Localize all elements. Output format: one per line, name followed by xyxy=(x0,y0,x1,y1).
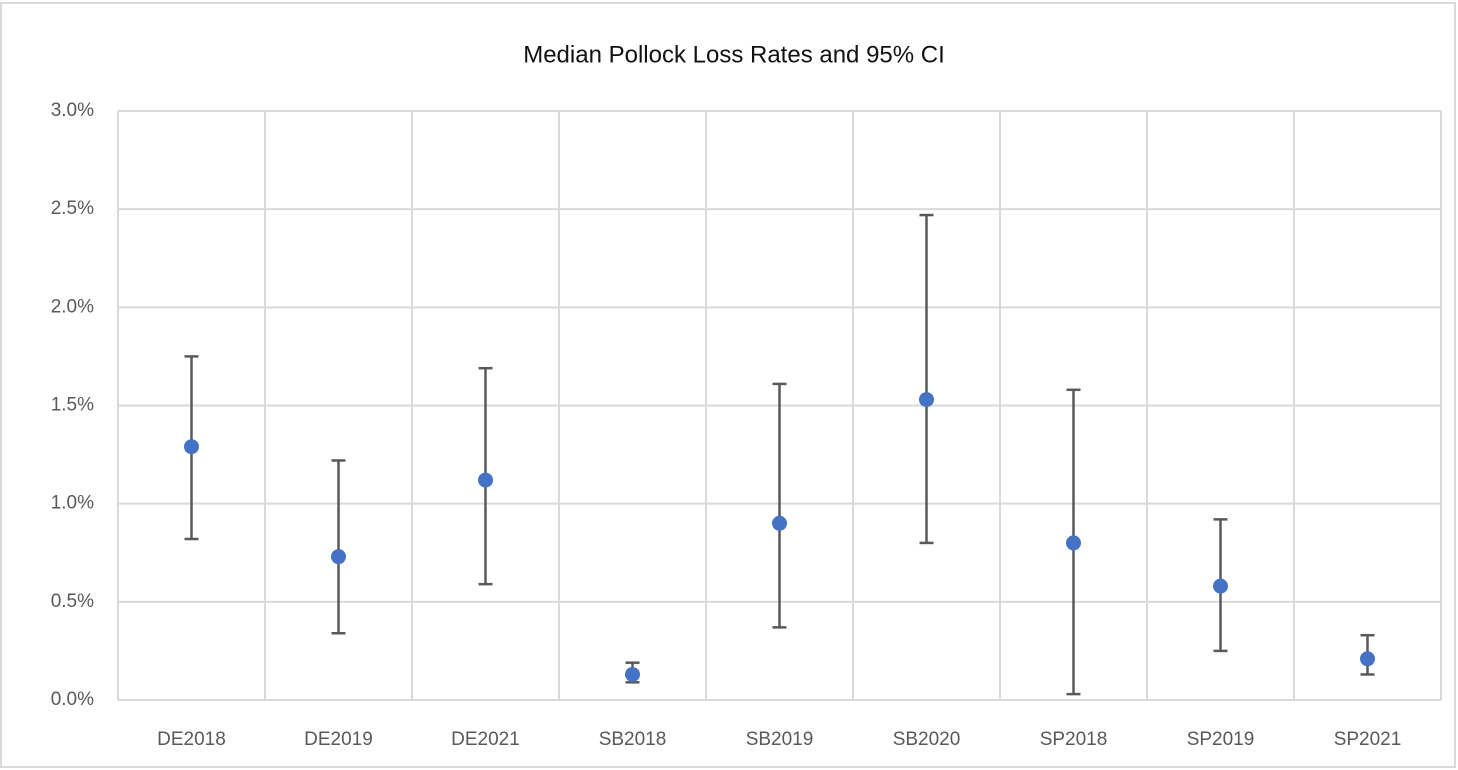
y-tick-label: 2.5% xyxy=(51,198,94,219)
point xyxy=(1213,578,1228,594)
x-tick-label: DE2021 xyxy=(451,729,520,750)
point xyxy=(1360,651,1375,667)
x-tick-label: DE2018 xyxy=(157,729,226,750)
point xyxy=(919,392,934,408)
y-tick-label: 0.0% xyxy=(51,689,94,710)
point xyxy=(184,439,199,455)
x-tick-label: DE2019 xyxy=(304,729,373,750)
y-tick-label: 3.0% xyxy=(51,100,94,121)
x-tick-label: SB2018 xyxy=(599,729,667,750)
point xyxy=(331,549,346,565)
y-tick-label: 1.5% xyxy=(51,395,94,416)
point xyxy=(625,666,640,682)
x-tick-label: SP2021 xyxy=(1334,729,1402,750)
x-tick-label: SB2020 xyxy=(893,729,961,750)
y-tick-label: 2.0% xyxy=(51,296,94,317)
x-tick-label: SP2019 xyxy=(1187,729,1255,750)
point xyxy=(772,515,787,531)
point xyxy=(1066,535,1081,551)
chart-title: Median Pollock Loss Rates and 95% CI xyxy=(523,41,945,68)
y-tick-label: 1.0% xyxy=(51,493,94,514)
y-tick-label: 0.5% xyxy=(51,591,94,612)
x-tick-label: SB2019 xyxy=(746,729,814,750)
point xyxy=(478,472,493,488)
x-tick-label: SP2018 xyxy=(1040,729,1108,750)
